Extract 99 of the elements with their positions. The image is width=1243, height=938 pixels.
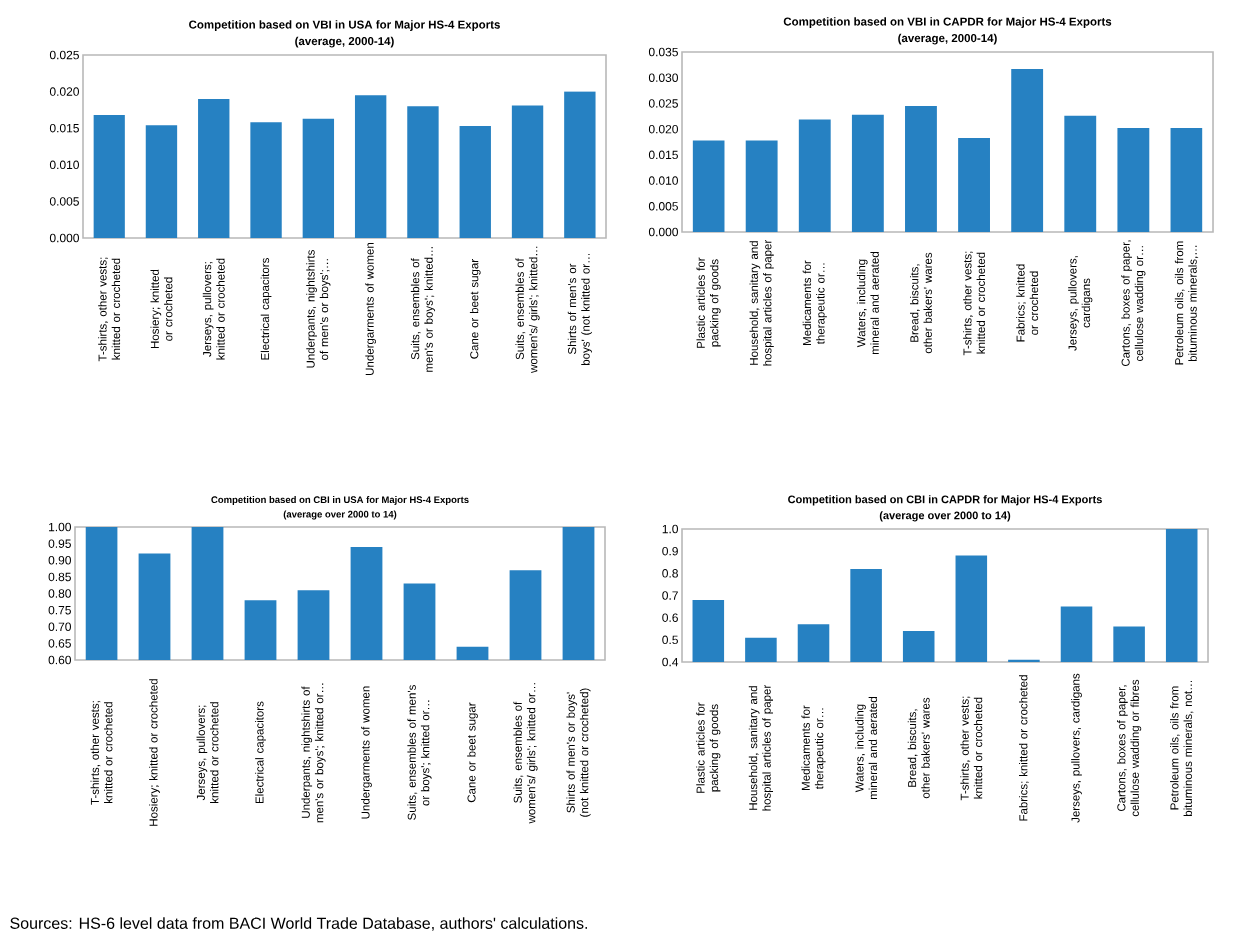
x-tick-label: Hosiery; knitted or crocheted (149, 679, 160, 826)
y-tick-label: 0.025 (49, 50, 79, 60)
x-tick-label: Plastic articles for packing of goods (696, 702, 721, 793)
x-tick-label: Suits, ensembles of women's/ girls'; knitted or… (513, 683, 538, 824)
y-tick-label: 0.020 (648, 124, 679, 134)
x-tick-label: Waters, including mineral and aerated (856, 252, 879, 355)
bar (958, 137, 990, 233)
chart-title: Competition based on CBI in USA for Major HS-4 Exports (211, 496, 469, 505)
x-tick-label: Jerseys, pullovers; knitted or crocheted (202, 258, 225, 360)
y-tick-label: 0.85 (48, 572, 71, 582)
chart-subtitle: (average, 2000-14) (898, 33, 997, 45)
chart-title: Competition based on VBI in CAPDR for Major HS-4 Exports (783, 17, 1112, 28)
x-tick-label: T-shirts, other vests; knitted or crocheted (963, 251, 986, 356)
chart-title: Competition based on CBI in CAPDR for Major HS-4 Exports (788, 495, 1102, 506)
x-tick-label: Household, sanitary and hospital articles of paper (749, 239, 774, 366)
y-tick-label: 0.015 (648, 150, 678, 160)
x-tick-label: Suits, ensembles of women's/ girls'; knitted… (515, 246, 540, 373)
y-tick-label: 0.80 (48, 589, 71, 598)
x-tick-label: Underpants, nightshirts of men's or boys';… (306, 250, 331, 368)
y-tick-label: 0.010 (49, 160, 79, 170)
y-tick-label: 0.6 (662, 613, 678, 622)
bar (459, 126, 491, 239)
bar (354, 95, 387, 239)
x-tick-label: T-shirts, other vests; knitted or crocheted (960, 696, 983, 801)
y-tick-label: 0.7 (662, 591, 678, 600)
y-tick-label: 0.95 (48, 539, 71, 548)
y-tick-label: 0.70 (48, 622, 71, 631)
bar (250, 122, 282, 239)
x-tick-label: Suits, ensembles of men's or boys'; knitted or… (407, 685, 432, 820)
x-tick-label: Undergarments of women (365, 243, 377, 375)
x-tick-label: Household, sanitary and hospital articles of paper (748, 684, 774, 811)
x-tick-label: T-shirts, other vests; knitted or crocheted (98, 257, 121, 362)
x-tick-label: Bread, biscuits, other bakers' wares (909, 252, 932, 354)
x-tick-label: Plastic articles for packing of goods (696, 257, 721, 348)
y-tick-label: 0.015 (49, 123, 79, 133)
x-tick-label: Fabrics; knitted or crocheted (1016, 264, 1039, 342)
x-tick-label: Jerseys, pullovers, cardigans (1068, 256, 1093, 351)
bar (851, 114, 884, 233)
bar (302, 118, 335, 239)
bar (745, 140, 778, 233)
x-tick-label: Fabrics; knitted or crocheted (1019, 675, 1029, 821)
bar (145, 125, 178, 239)
bar (93, 115, 125, 239)
y-tick-label: 0.025 (648, 99, 678, 108)
y-tick-label: 0.030 (648, 73, 679, 82)
y-tick-label: 0.9 (662, 546, 678, 556)
bar (511, 105, 544, 239)
x-tick-label: Underpants, nightshirts of men's or boys'; knitted or… (301, 683, 326, 823)
bar (1011, 68, 1044, 233)
y-tick-label: 0.60 (48, 655, 71, 665)
chart-subtitle: (average, 2000-14) (295, 36, 394, 48)
y-tick-label: 0.005 (648, 202, 678, 211)
bar (798, 119, 831, 233)
source-note: Sources: HS-6 level data from BACI World Trade Database, authors' calculations. (10, 917, 588, 931)
x-tick-label: Cartons, boxes of paper, cellulose wadding or… (1121, 240, 1146, 367)
y-tick-label: 0.5 (662, 635, 678, 645)
bar (1117, 128, 1150, 233)
x-tick-label: Suits, ensembles of men's or boys'; knitted… (410, 247, 436, 372)
y-tick-label: 0.005 (49, 197, 79, 206)
chart-subtitle: (average over 2000 to 14) (283, 510, 397, 520)
y-tick-label: 0.020 (49, 87, 79, 96)
y-tick-label: 1.00 (49, 522, 71, 532)
x-tick-label: Jerseys, pullovers, cardigans (1071, 673, 1082, 823)
y-tick-label: 0.000 (648, 227, 679, 237)
y-tick-label: 0.000 (49, 233, 79, 243)
x-tick-label: Bread, biscuits, other bakers' wares (907, 697, 930, 799)
bar (407, 106, 439, 239)
x-tick-label: Petroleum oils, oils from bituminous minerals, not… (1170, 680, 1194, 817)
y-tick-label: 0.65 (48, 639, 71, 648)
bar (1064, 115, 1097, 233)
chart-subtitle: (average over 2000 to 14) (879, 511, 1011, 522)
x-tick-label: Shirts of men's or boys' (not knitted or crocheted) (566, 688, 591, 817)
bar (905, 106, 937, 233)
bar (564, 91, 596, 239)
x-tick-label: Undergarments of women (361, 686, 372, 819)
bar (1170, 128, 1203, 233)
bar (692, 140, 725, 233)
x-tick-label: Medicaments for therapeutic or… (801, 705, 826, 790)
y-tick-label: 0.035 (648, 47, 678, 57)
x-tick-label: Cane or beet sugar (469, 259, 481, 359)
y-tick-label: 0.010 (648, 176, 679, 185)
y-tick-label: 1.0 (662, 524, 679, 534)
x-tick-label: Medicaments for therapeutic or… (802, 260, 827, 345)
x-tick-label: Electrical capacitors (260, 258, 272, 360)
x-tick-label: Cane or beet sugar (467, 702, 478, 803)
x-tick-label: Shirts of men's or boys' (not knitted or… (567, 253, 592, 366)
x-tick-label: Petroleum oils, oils from bituminous minerals,… (1174, 241, 1199, 365)
y-tick-label: 0.4 (662, 657, 679, 667)
bar (198, 98, 230, 239)
x-tick-label: Jerseys, pullovers; knitted or crocheted (196, 702, 219, 803)
y-tick-label: 0.90 (48, 556, 71, 565)
y-tick-label: 0.8 (662, 569, 678, 578)
x-tick-label: Cartons, boxes of paper, cellulose wadding or fibres (1117, 679, 1142, 817)
x-tick-label: Hosiery; knitted or crocheted (150, 269, 173, 349)
x-tick-label: Waters, including mineral and aerated (855, 697, 878, 800)
chart-title: Competition based on VBI in USA for Major HS-4 Exports (189, 20, 500, 31)
y-tick-label: 0.75 (48, 605, 71, 615)
x-tick-label: Electrical capacitors (255, 701, 266, 804)
x-tick-label: T-shirts, other vests; knitted or crocheted (90, 701, 113, 805)
